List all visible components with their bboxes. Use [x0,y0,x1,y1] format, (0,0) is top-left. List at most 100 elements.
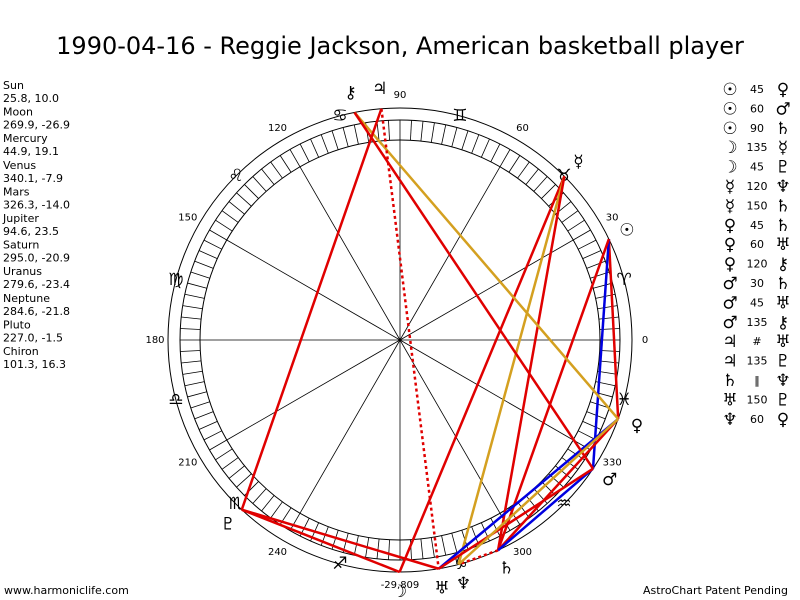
ring-tick [420,538,424,559]
radial-line [399,339,501,514]
aspect-line [607,238,620,420]
ring-tick [228,465,245,479]
aspect-to: ♄ [775,196,790,216]
aspect-from: ☉ [722,99,737,119]
ring-tick [490,518,501,537]
planet-position: 44.9, 19.1 [3,145,59,158]
ring-tick [203,239,222,250]
ring-tick [184,381,205,387]
ring-tick [310,138,320,158]
planet-name: Moon [3,106,33,119]
aspect-from: ☿ [725,196,735,216]
ring-tick [181,316,202,320]
ring-tick [289,513,301,531]
radial-line [299,166,401,341]
ring-tick [430,122,435,143]
aspect-from: ♂ [722,274,737,294]
dial-label: 30 [606,213,619,224]
radial-line [226,239,401,341]
aspect-line [380,108,440,569]
dial-label: 90 [394,90,407,101]
sign-glyph: ♌ [228,166,243,186]
aspect-line [497,467,594,552]
planet-position: 101.3, 16.3 [3,358,66,371]
aspect-type: 60 [750,413,764,426]
ring-tick [180,328,201,330]
aspect-type: 45 [750,219,764,232]
aspect-to: ♀ [777,80,789,100]
aspect-to: ♄ [775,216,790,236]
aspect-type: 120 [747,258,768,271]
ring-tick [190,401,210,409]
aspect-line [497,418,620,552]
ring-tick [593,282,613,289]
aspect-to: ☿ [778,138,788,158]
dial-label: 60 [516,123,529,134]
sign-glyph: ♊ [452,106,467,126]
dial-label: 120 [268,123,287,134]
ring-tick [573,229,591,241]
aspect-line [496,238,611,551]
aspect-type: 135 [747,316,768,329]
ring-tick [376,121,380,142]
aspect-line [398,175,566,573]
ring-tick [289,149,301,167]
ring-tick [451,533,458,553]
aspect-to: ♅ [775,293,790,313]
ring-tick [410,120,412,141]
planet-glyph: ☿ [573,152,583,172]
ring-tick [388,120,390,141]
planet-position: 94.6, 23.5 [3,225,59,238]
aspect-from: ☽ [722,138,737,158]
planet-name: Mercury [3,132,48,145]
sign-glyph: ♒ [556,494,571,514]
footer-right: AstroChart Patent Pending [643,584,788,597]
planet-name: Uranus [3,265,42,278]
ring-tick [244,184,259,199]
aspect-from: ♀ [724,255,736,275]
ring-tick [430,537,435,558]
planet-glyph: ♂ [602,470,617,490]
aspect-type: 60 [750,102,764,115]
aspect-to: ♄ [775,274,790,294]
aspect-type: 135 [747,141,768,154]
planet-position: 279.6, -23.4 [3,278,70,291]
planet-glyph: ♃ [372,79,387,99]
planet-glyph: ♆ [456,574,471,594]
aspect-from: ♆ [722,410,737,430]
ring-tick [270,161,283,179]
ring-tick [194,411,214,420]
aspect-line [458,549,499,566]
planet-glyph: ☉ [619,220,634,240]
ring-tick [209,439,227,451]
planet-position: 340.1, -7.9 [3,172,63,185]
ring-tick [451,127,458,147]
ring-tick [215,219,233,232]
radial-line [399,239,574,341]
sign-glyph: ♐ [332,554,347,574]
ring-tick [221,457,239,470]
aspect-line [496,176,566,551]
ring-tick [441,124,447,145]
planet-position: 269.9, -26.9 [3,119,70,132]
dial-label: 0 [642,335,648,346]
sign-glyph: ♉ [556,166,571,186]
ring-tick [561,210,579,223]
aspect-from: ♀ [724,216,736,236]
ring-tick [261,168,275,185]
planet-name: Jupiter [2,212,39,225]
aspect-to: ♆ [775,371,790,391]
ring-tick [480,138,490,158]
planet-position: 25.8, 10.0 [3,92,59,105]
aspect-from: ♃ [722,332,737,352]
aspect-to: ♆ [775,177,790,197]
ring-tick [517,161,530,179]
aspect-type: ‖ [754,374,760,387]
aspect-from: ♅ [722,390,737,410]
dial-label: 240 [268,547,287,558]
planet-name: Chiron [3,345,39,358]
aspect-to: ♇ [775,390,790,410]
planet-glyph: ♇ [221,514,236,534]
aspect-line [457,175,566,565]
aspect-type: 45 [750,296,764,309]
